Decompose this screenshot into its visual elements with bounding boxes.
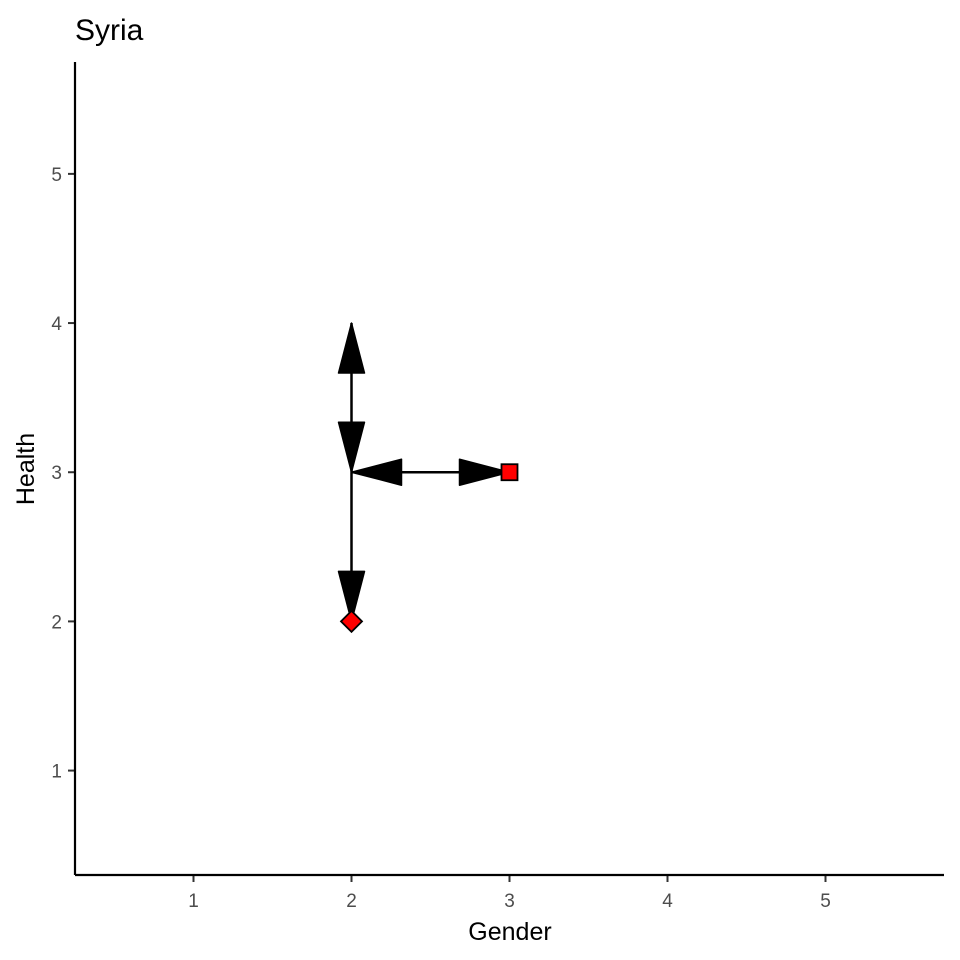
arrows-layer — [337, 322, 511, 623]
data-point-square — [500, 463, 519, 482]
x-tick-label: 2 — [346, 891, 357, 912]
arrow-head — [350, 458, 403, 486]
y-tick-label: 5 — [51, 165, 62, 186]
x-tick-label: 5 — [820, 891, 831, 912]
y-tick-label: 3 — [51, 463, 62, 484]
y-tick-label: 2 — [51, 612, 62, 633]
points-layer — [339, 463, 519, 634]
y-tick-label: 4 — [51, 314, 62, 335]
data-point-diamond — [339, 609, 364, 634]
arrow-head — [337, 570, 366, 623]
arrow-head — [458, 458, 511, 486]
x-tick-label: 3 — [504, 891, 515, 912]
arrow-head — [337, 322, 366, 374]
arrow-head — [337, 421, 366, 473]
x-tick-label: 1 — [188, 891, 199, 912]
ticks-layer: 1 2 3 4 5 1 2 3 4 5 — [51, 165, 830, 912]
chart-title: Syria — [75, 14, 144, 47]
x-tick-label: 4 — [662, 891, 673, 912]
y-axis-title: Health — [12, 433, 40, 505]
x-axis-title: Gender — [468, 918, 551, 946]
y-tick-label: 1 — [51, 762, 62, 783]
